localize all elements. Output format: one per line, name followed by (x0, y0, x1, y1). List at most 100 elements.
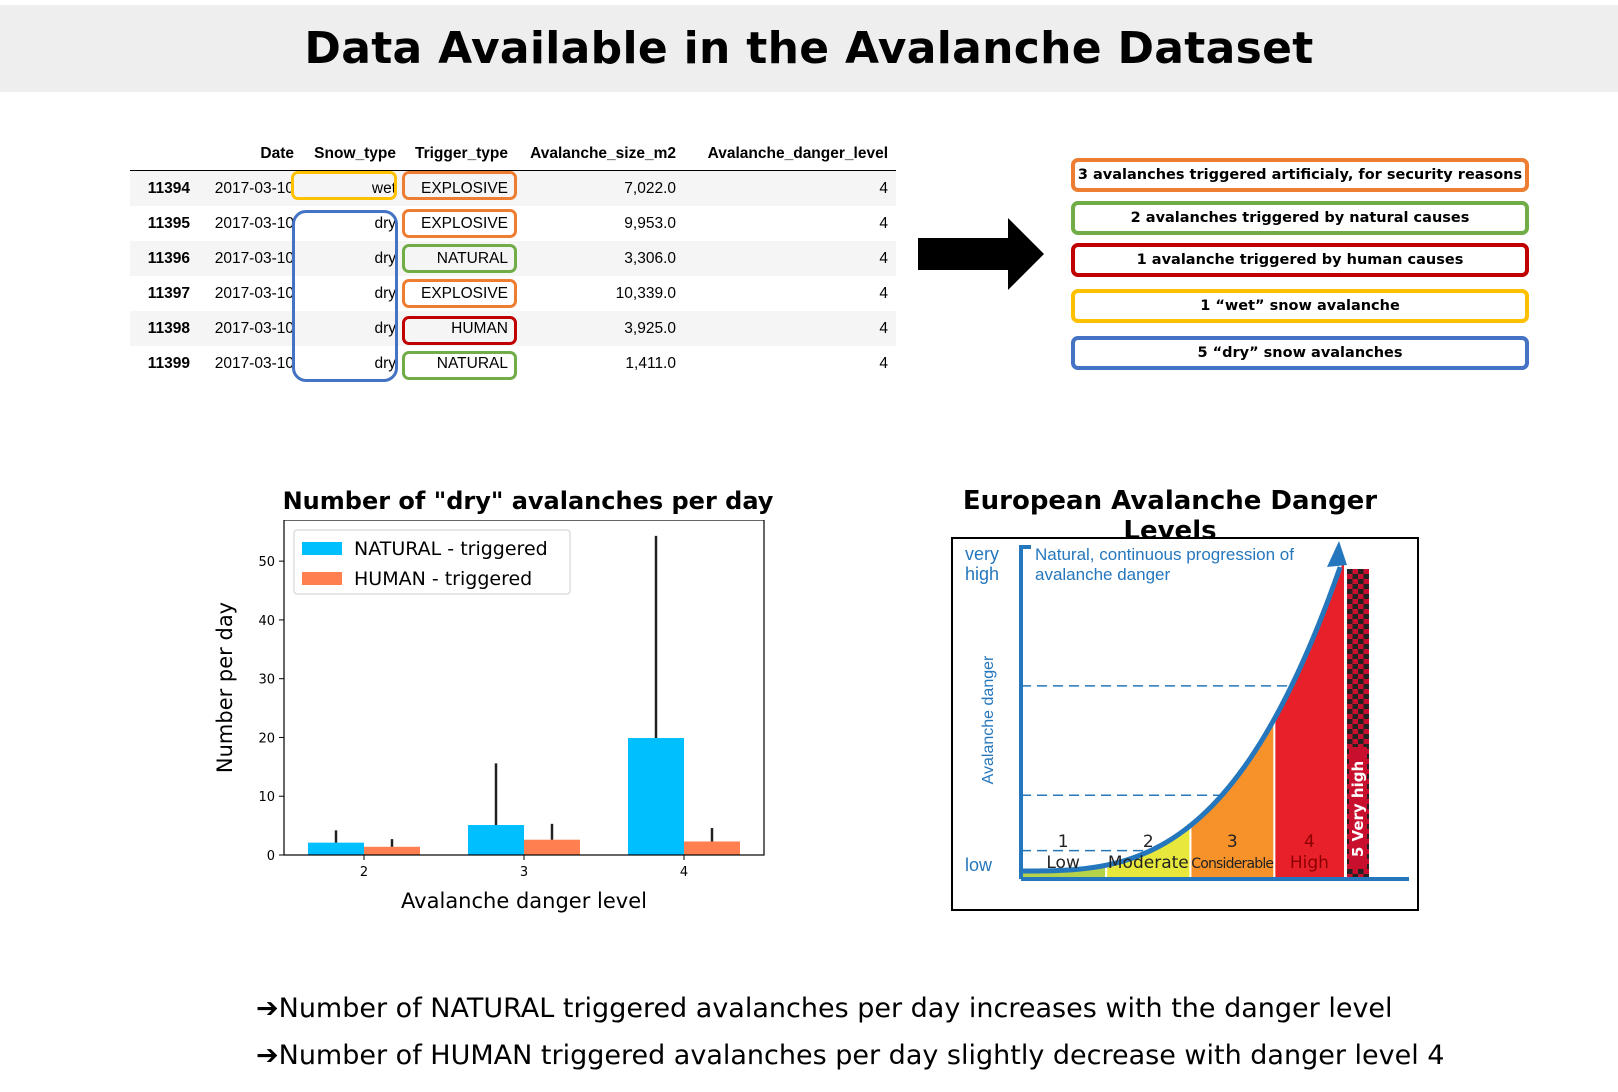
checker-cell (1347, 649, 1353, 654)
arrow-icon: ➔ (256, 1040, 279, 1071)
checker-cell (1363, 584, 1369, 589)
checker-cell (1358, 569, 1364, 574)
highlight-natural (402, 244, 517, 273)
summary-box-wet: 1 “wet” snow avalanche (1071, 289, 1529, 323)
column-header-danger-level: Avalanche_danger_level (707, 145, 888, 162)
checker-cell (1358, 689, 1364, 694)
cell-snow-type: dry (374, 354, 396, 372)
highlight-dry (292, 210, 398, 382)
cell-danger-level: 4 (879, 319, 888, 337)
cell-snow-type: dry (374, 319, 396, 337)
checker-cell (1352, 574, 1358, 579)
y-tick-label: 20 (258, 731, 275, 746)
checker-cell (1363, 684, 1369, 689)
checker-cell (1347, 589, 1353, 594)
cell-danger-level: 4 (879, 214, 888, 232)
checker-cell (1347, 579, 1353, 584)
checker-cell (1347, 619, 1353, 624)
x-tick-label: 4 (680, 865, 688, 880)
column-header-snow-type: Snow_type (314, 145, 396, 162)
table-header-row: Date Snow_type Trigger_type Avalanche_si… (130, 138, 896, 171)
checker-cell (1347, 739, 1353, 744)
cell-danger-level: 4 (879, 354, 888, 372)
checker-cell (1363, 724, 1369, 729)
row-index: 11395 (147, 214, 190, 232)
row-index: 11394 (147, 179, 190, 197)
checker-cell (1347, 639, 1353, 644)
highlight-explosive (402, 171, 517, 200)
column-header-trigger-type: Trigger_type (414, 145, 508, 162)
checker-cell (1347, 699, 1353, 704)
checker-cell (1358, 589, 1364, 594)
arrow-icon: ➔ (256, 993, 279, 1024)
summary-box-explosive: 3 avalanches triggered artificialy, for … (1071, 158, 1529, 192)
level-name: Moderate (1108, 853, 1189, 873)
checker-cell (1352, 664, 1358, 669)
checker-cell (1363, 634, 1369, 639)
level-number: 1 (1058, 832, 1069, 852)
checker-cell (1358, 719, 1364, 724)
checker-cell (1363, 704, 1369, 709)
cell-avalanche-size: 1,411.0 (625, 354, 676, 372)
row-index: 11396 (147, 249, 190, 267)
checker-cell (1352, 684, 1358, 689)
level-number: 3 (1227, 832, 1238, 852)
axis-label-avalanche-danger: Avalanche danger (980, 655, 997, 784)
cell-avalanche-size: 3,306.0 (624, 249, 676, 267)
checker-cell (1358, 629, 1364, 634)
checker-cell (1347, 719, 1353, 724)
right-arrow-icon (918, 218, 1044, 290)
table-row: 11397 2017-03-10 dry EXPLOSIVE 10,339.0 … (130, 276, 896, 311)
checker-cell (1352, 704, 1358, 709)
cell-date: 2017-03-10 (214, 214, 294, 232)
bar-human (684, 841, 740, 855)
checker-cell (1363, 614, 1369, 619)
summary-text: 5 “dry” snow avalanches (1197, 345, 1403, 361)
table-row: 11399 2017-03-10 dry NATURAL 1,411.0 4 (130, 346, 896, 381)
checker-cell (1358, 739, 1364, 744)
checker-cell (1363, 694, 1369, 699)
checker-cell (1352, 744, 1358, 749)
checker-cell (1358, 649, 1364, 654)
y-tick-label: 40 (258, 614, 275, 629)
checker-cell (1347, 689, 1353, 694)
cell-trigger-type: HUMAN (451, 319, 508, 337)
cell-date: 2017-03-10 (214, 354, 294, 372)
y-tick-label: 30 (258, 673, 275, 688)
conclusion-line: ➔Number of NATURAL triggered avalanches … (256, 985, 1444, 1032)
bar-natural (308, 842, 364, 855)
x-axis-label: Avalanche danger level (401, 889, 647, 913)
chart-title: Number of "dry" avalanches per day (282, 487, 774, 515)
conclusions: ➔Number of NATURAL triggered avalanches … (256, 985, 1444, 1079)
checker-cell (1347, 659, 1353, 664)
title-bar: Data Available in the Avalanche Dataset (0, 5, 1618, 92)
summary-text: 3 avalanches triggered artificialy, for … (1077, 167, 1523, 183)
checker-cell (1363, 674, 1369, 679)
legend-swatch (302, 572, 342, 585)
cell-date: 2017-03-10 (214, 249, 294, 267)
y-tick-label: 50 (258, 555, 275, 570)
checker-cell (1363, 744, 1369, 749)
checker-cell (1358, 729, 1364, 734)
bar-natural (628, 738, 684, 855)
conclusion-text: Number of NATURAL triggered avalanches p… (278, 993, 1393, 1024)
checker-cell (1358, 639, 1364, 644)
checker-cell (1358, 679, 1364, 684)
checker-cell (1352, 874, 1358, 879)
cell-trigger-type: NATURAL (436, 249, 508, 267)
checker-cell (1347, 869, 1353, 874)
summary-box-human: 1 avalanche triggered by human causes (1071, 243, 1529, 277)
checker-cell (1352, 634, 1358, 639)
row-index: 11398 (147, 319, 190, 337)
x-tick-label: 2 (360, 865, 368, 880)
checker-cell (1347, 569, 1353, 574)
cell-date: 2017-03-10 (214, 284, 294, 302)
checker-cell (1347, 599, 1353, 604)
checker-cell (1363, 734, 1369, 739)
conclusion-line: ➔Number of HUMAN triggered avalanches pe… (256, 1032, 1444, 1079)
checker-cell (1358, 619, 1364, 624)
checker-cell (1352, 724, 1358, 729)
summary-text: 2 avalanches triggered by natural causes (1130, 210, 1470, 226)
cell-snow-type: dry (374, 284, 396, 302)
